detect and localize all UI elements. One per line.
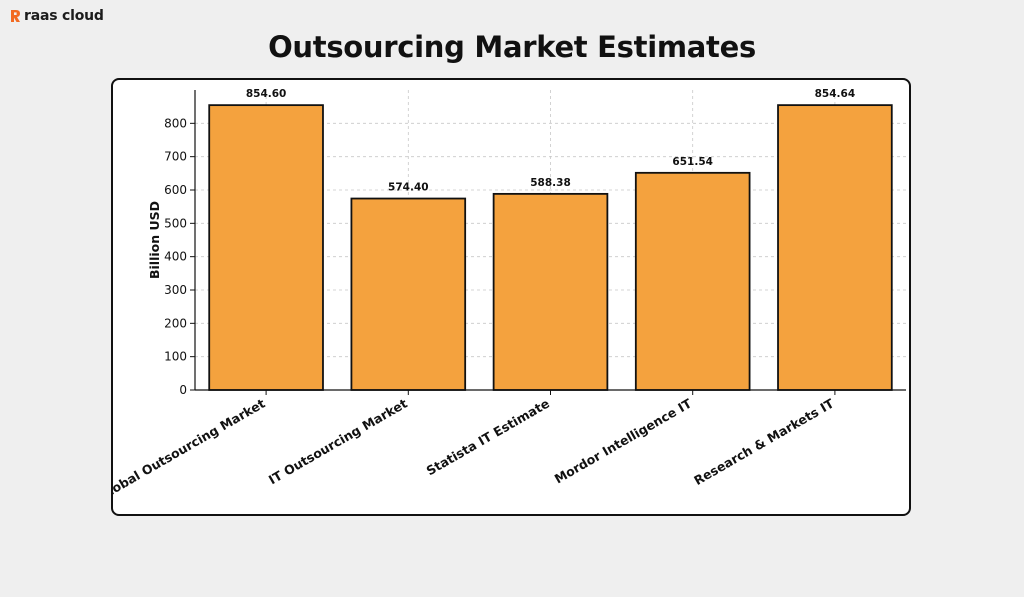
x-tick-label: Mordor Intelligence IT — [552, 395, 695, 486]
bar-value-label: 574.40 — [388, 182, 429, 194]
bar — [634, 171, 751, 391]
y-tick-label: 700 — [164, 150, 187, 164]
chart-card: 854.60 574.40 588.38 651.54 854.64 0 100 200 300… — [111, 78, 911, 516]
bar — [492, 192, 609, 391]
y-axis-label: Billion USD — [147, 201, 162, 279]
y-tick-label: 800 — [164, 116, 187, 130]
bar-value-label: 854.60 — [246, 88, 287, 100]
x-tick-label: IT Outsourcing Market — [266, 396, 410, 488]
y-tick-label: 0 — [179, 383, 187, 397]
y-tick-label: 400 — [164, 250, 187, 264]
y-tick-label: 300 — [164, 283, 187, 297]
y-tick-label: 200 — [164, 316, 187, 330]
bar-value-label: 651.54 — [672, 156, 713, 168]
bar — [777, 104, 893, 391]
bar-value-label: 854.64 — [815, 88, 856, 100]
raas-logo-icon — [11, 10, 20, 22]
bar — [350, 197, 467, 391]
y-tick-label: 600 — [164, 183, 187, 197]
brand-logo: raas cloud — [10, 8, 104, 24]
bar — [208, 104, 324, 391]
bar-value-label: 588.38 — [530, 177, 571, 189]
chart-title: Outsourcing Market Estimates — [268, 30, 756, 64]
brand-name: raas cloud — [24, 8, 104, 24]
y-tick-label: 100 — [164, 350, 187, 364]
x-tick-label: Statista IT Estimate — [424, 396, 552, 479]
x-tick-label: Global Outsourcing Market — [113, 396, 268, 504]
x-tick-label: Research & Markets IT — [691, 395, 837, 488]
y-tick-label: 500 — [164, 216, 187, 230]
bar-chart: 854.60 574.40 588.38 651.54 854.64 0 100 200 300… — [113, 88, 906, 504]
